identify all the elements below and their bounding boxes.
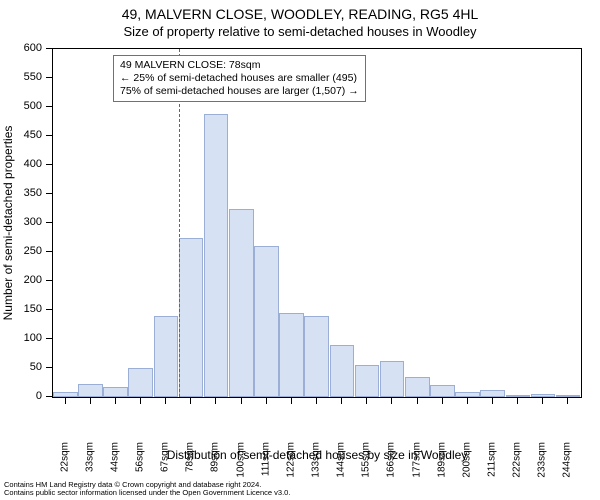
y-tick xyxy=(46,135,52,136)
x-tick xyxy=(266,398,267,404)
histogram-bar xyxy=(78,384,103,397)
y-tick xyxy=(46,251,52,252)
y-tick-label: 0 xyxy=(12,390,42,402)
x-tick xyxy=(115,398,116,404)
x-tick xyxy=(316,398,317,404)
y-tick-label: 550 xyxy=(12,71,42,83)
x-tick xyxy=(140,398,141,404)
y-tick-label: 150 xyxy=(12,303,42,315)
histogram-bar xyxy=(204,114,229,397)
footer-line2: Contains public sector information licen… xyxy=(4,489,290,498)
y-tick-label: 250 xyxy=(12,245,42,257)
y-tick xyxy=(46,164,52,165)
y-tick xyxy=(46,48,52,49)
y-tick xyxy=(46,367,52,368)
histogram-bar xyxy=(229,209,254,398)
x-tick xyxy=(517,398,518,404)
y-tick-label: 100 xyxy=(12,332,42,344)
annotation-line: 49 MALVERN CLOSE: 78sqm xyxy=(120,59,359,72)
y-tick-label: 500 xyxy=(12,100,42,112)
y-tick-label: 600 xyxy=(12,42,42,54)
plot-area: 49 MALVERN CLOSE: 78sqm← 25% of semi-det… xyxy=(52,48,582,398)
annotation-line: ← 25% of semi-detached houses are smalle… xyxy=(120,72,359,85)
x-tick xyxy=(366,398,367,404)
x-tick xyxy=(442,398,443,404)
histogram-bar xyxy=(330,345,355,397)
y-tick-label: 450 xyxy=(12,129,42,141)
y-tick xyxy=(46,77,52,78)
x-axis-label: Distribution of semi-detached houses by … xyxy=(52,448,582,462)
x-tick xyxy=(492,398,493,404)
y-tick xyxy=(46,280,52,281)
x-tick xyxy=(341,398,342,404)
x-tick xyxy=(291,398,292,404)
y-tick xyxy=(46,396,52,397)
y-tick xyxy=(46,338,52,339)
histogram-bar xyxy=(480,390,505,397)
x-tick xyxy=(391,398,392,404)
y-tick-label: 400 xyxy=(12,158,42,170)
histogram-bar xyxy=(128,368,153,397)
y-tick xyxy=(46,309,52,310)
chart-title-line2: Size of property relative to semi-detach… xyxy=(0,22,600,39)
annotation-box: 49 MALVERN CLOSE: 78sqm← 25% of semi-det… xyxy=(113,55,366,102)
histogram-bar xyxy=(455,392,480,397)
x-tick xyxy=(65,398,66,404)
y-tick xyxy=(46,222,52,223)
y-tick-label: 300 xyxy=(12,216,42,228)
y-tick-label: 50 xyxy=(12,361,42,373)
histogram-bar xyxy=(304,316,329,397)
histogram-bar xyxy=(279,313,304,397)
x-tick xyxy=(241,398,242,404)
histogram-bar xyxy=(556,395,581,397)
y-tick-label: 350 xyxy=(12,187,42,199)
histogram-bar xyxy=(179,238,204,398)
histogram-bar xyxy=(405,377,430,397)
annotation-line: 75% of semi-detached houses are larger (… xyxy=(120,85,359,98)
y-tick xyxy=(46,106,52,107)
histogram-bar xyxy=(380,361,405,397)
x-tick xyxy=(567,398,568,404)
y-tick-label: 200 xyxy=(12,274,42,286)
histogram-bar xyxy=(254,246,279,397)
histogram-bar xyxy=(531,394,556,397)
x-tick xyxy=(165,398,166,404)
x-tick xyxy=(542,398,543,404)
x-tick xyxy=(417,398,418,404)
histogram-bar xyxy=(355,365,380,397)
histogram-bar xyxy=(506,395,531,397)
chart-title-line1: 49, MALVERN CLOSE, WOODLEY, READING, RG5… xyxy=(0,0,600,22)
x-tick xyxy=(467,398,468,404)
histogram-bar xyxy=(430,385,455,397)
y-tick xyxy=(46,193,52,194)
x-tick xyxy=(90,398,91,404)
histogram-bar xyxy=(53,392,78,397)
histogram-bar xyxy=(103,387,128,397)
attribution-footer: Contains HM Land Registry data © Crown c… xyxy=(4,481,290,498)
x-tick xyxy=(215,398,216,404)
histogram-bar xyxy=(154,316,179,397)
x-tick xyxy=(190,398,191,404)
